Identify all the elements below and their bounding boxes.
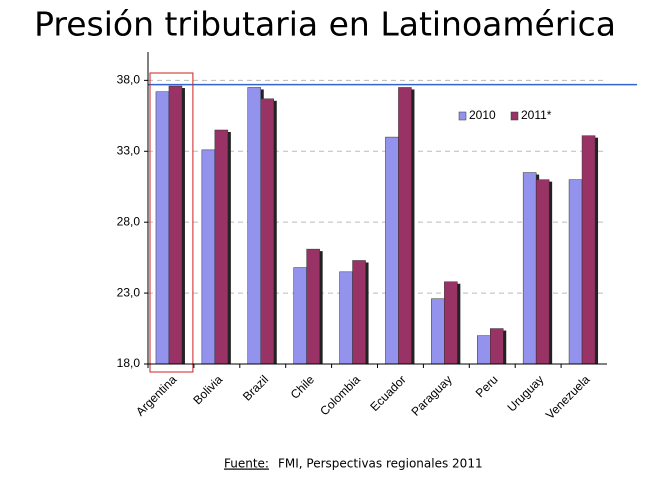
- bar: [293, 267, 307, 365]
- bar: [214, 129, 229, 365]
- x-tick-label: Chile: [288, 372, 317, 401]
- bar: [339, 271, 353, 365]
- y-tick-label: 18,0: [117, 356, 141, 370]
- chart-title: Presión tributaria en Latinoamérica: [34, 5, 616, 44]
- bar: [522, 172, 537, 365]
- x-tick-label: Argentina: [133, 372, 179, 418]
- bar: [398, 87, 412, 365]
- x-tick-label: Bolivia: [190, 372, 225, 407]
- bar: [490, 328, 504, 365]
- source-label: Fuente:: [224, 457, 269, 471]
- bar: [260, 98, 274, 365]
- bar: [201, 149, 216, 365]
- y-tick-label: 23,0: [117, 285, 141, 299]
- highlight-box: [149, 72, 194, 373]
- x-tick-label: Uruguay: [505, 372, 547, 414]
- bar: [306, 248, 320, 365]
- bar: [444, 281, 458, 365]
- bar: [477, 335, 491, 365]
- legend-swatch: [510, 111, 519, 121]
- legend-label: 2010: [469, 108, 496, 122]
- y-tick-label: 33,0: [117, 143, 141, 157]
- bar: [581, 135, 596, 365]
- bar: [155, 91, 170, 365]
- bar: [568, 179, 583, 365]
- x-tick-label: Colombia: [317, 372, 363, 418]
- y-tick-label: 38,0: [117, 73, 141, 87]
- bar: [352, 260, 366, 365]
- x-tick-label: Ecuador: [367, 372, 409, 414]
- x-tick-label: Venezuela: [543, 372, 593, 422]
- bar: [535, 179, 550, 365]
- y-tick-label: 28,0: [117, 214, 141, 228]
- bar: [431, 298, 445, 365]
- bar: [385, 136, 399, 365]
- bar: [247, 87, 261, 365]
- bar: [168, 85, 183, 365]
- x-tick-label: Peru: [473, 372, 501, 400]
- legend-swatch: [458, 111, 467, 121]
- x-tick-label: Brazil: [240, 372, 271, 403]
- x-tick-label: Paraguay: [408, 372, 454, 418]
- source: FMI, Perspectivas regionales 2011: [278, 457, 483, 471]
- legend-label: 2011*: [521, 108, 552, 122]
